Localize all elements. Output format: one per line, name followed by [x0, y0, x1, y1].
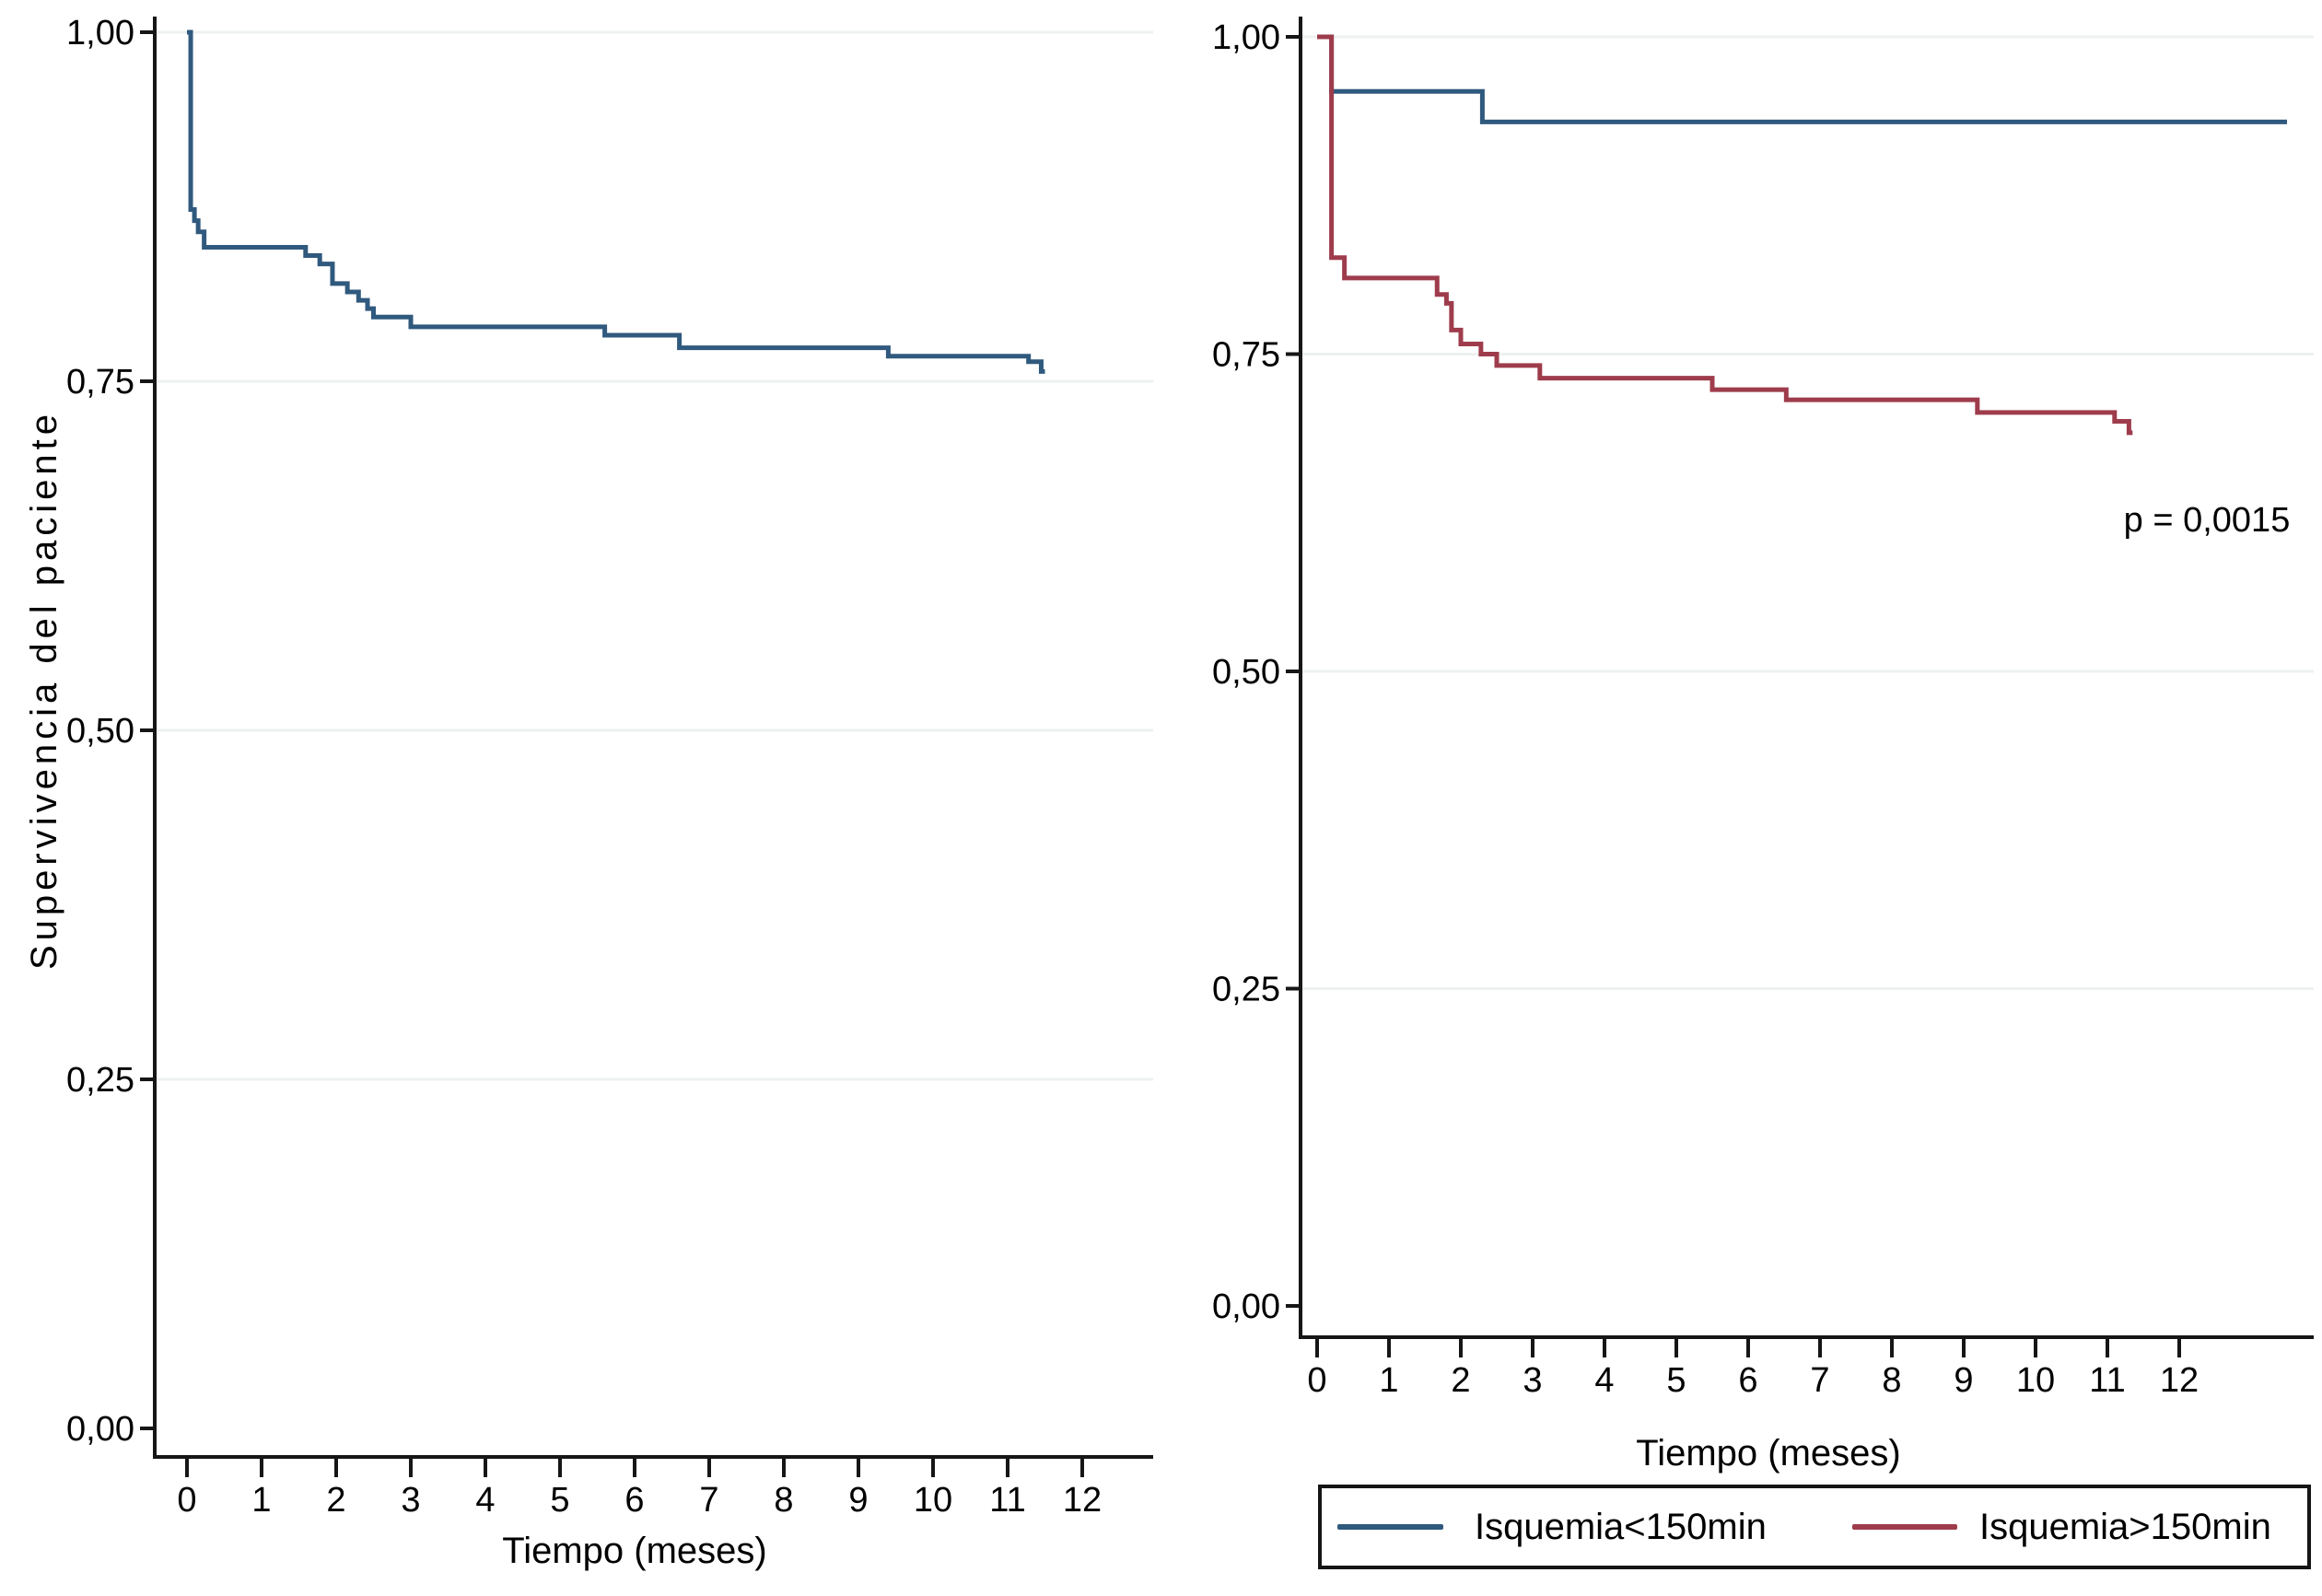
- p-value-annotation: p = 0,0015: [2123, 501, 2291, 540]
- x-tick-label: 10: [914, 1481, 952, 1520]
- x-tick-label: 6: [624, 1481, 644, 1520]
- legend-line-swatch-red: [1852, 1524, 1957, 1530]
- x-tick-label: 11: [989, 1481, 1025, 1520]
- x-tick-label: 1: [251, 1481, 271, 1520]
- legend-label-isquemia-lt-150: Isquemia<150min: [1475, 1507, 1767, 1547]
- legend-line-swatch-blue: [1337, 1524, 1443, 1530]
- y-tick-label: 0,75: [66, 363, 134, 402]
- y-tick-label: 0,50: [1212, 653, 1280, 692]
- x-tick-label: 4: [1594, 1361, 1614, 1400]
- right-x-axis-title: Tiempo (meses): [1636, 1433, 1901, 1474]
- x-tick-label: 6: [1738, 1361, 1757, 1400]
- x-tick-label: 0: [177, 1481, 196, 1520]
- km-curve-right-0: [1317, 34, 2287, 124]
- x-tick-label: 5: [1666, 1361, 1686, 1400]
- y-tick-label: 0,00: [66, 1410, 134, 1449]
- x-tick-label: 11: [2089, 1361, 2125, 1400]
- x-tick-label: 9: [848, 1481, 868, 1520]
- x-tick-label: 5: [550, 1481, 569, 1520]
- x-tick-label: 2: [326, 1481, 345, 1520]
- y-tick-label: 0,25: [66, 1061, 134, 1100]
- x-tick-label: 3: [401, 1481, 420, 1520]
- x-tick-label: 1: [1379, 1361, 1398, 1400]
- x-tick-label: 2: [1451, 1361, 1470, 1400]
- x-tick-label: 0: [1307, 1361, 1326, 1400]
- left-plot: 1,000,750,500,250,000 1 2 3 4 5 6 7 8 9 10 11 12: [66, 14, 1153, 1520]
- x-tick-label: 8: [1882, 1361, 1901, 1400]
- y-tick-label: 0,75: [1212, 336, 1280, 375]
- legend: Isquemia<150min Isquemia>150min: [1318, 1485, 2311, 1569]
- x-tick-label: 12: [1063, 1481, 1102, 1520]
- x-tick-label: 9: [1954, 1361, 1973, 1400]
- x-tick-label: 12: [2160, 1361, 2199, 1400]
- y-tick-label: 1,00: [1212, 18, 1280, 57]
- km-curve-left-0: [187, 29, 1045, 374]
- right-plot: 1,000,750,500,250,000 1 2 3 4 5 6 7 8 9 10 11 12: [1212, 17, 2314, 1400]
- y-tick-label: 0,25: [1212, 971, 1280, 1009]
- x-tick-label: 7: [699, 1481, 718, 1520]
- km-curve-right-1: [1317, 34, 2133, 436]
- y-tick-label: 1,00: [66, 14, 134, 52]
- y-tick-label: 0,50: [66, 712, 134, 751]
- x-tick-label: 10: [2016, 1361, 2055, 1400]
- x-tick-label: 7: [1810, 1361, 1829, 1400]
- left-y-axis-title: Supervivencia del paciente: [24, 409, 64, 971]
- x-tick-label: 3: [1523, 1361, 1542, 1400]
- legend-label-isquemia-gt-150: Isquemia>150min: [1979, 1507, 2271, 1547]
- y-tick-label: 0,00: [1212, 1287, 1280, 1326]
- x-tick-label: 4: [475, 1481, 495, 1520]
- left-x-axis-title: Tiempo (meses): [502, 1531, 767, 1571]
- x-tick-label: 8: [774, 1481, 793, 1520]
